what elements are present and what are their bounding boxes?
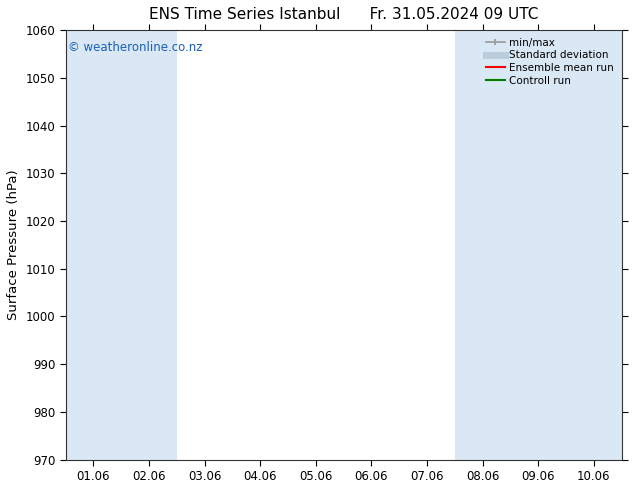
Legend: min/max, Standard deviation, Ensemble mean run, Controll run: min/max, Standard deviation, Ensemble me…: [482, 34, 618, 90]
Bar: [566, 30, 621, 460]
Bar: [121, 30, 177, 460]
Bar: [510, 30, 566, 460]
Y-axis label: Surface Pressure (hPa): Surface Pressure (hPa): [7, 170, 20, 320]
Title: ENS Time Series Istanbul      Fr. 31.05.2024 09 UTC: ENS Time Series Istanbul Fr. 31.05.2024 …: [149, 7, 538, 22]
Text: © weatheronline.co.nz: © weatheronline.co.nz: [68, 41, 203, 54]
Bar: [455, 30, 510, 460]
Bar: [66, 30, 121, 460]
